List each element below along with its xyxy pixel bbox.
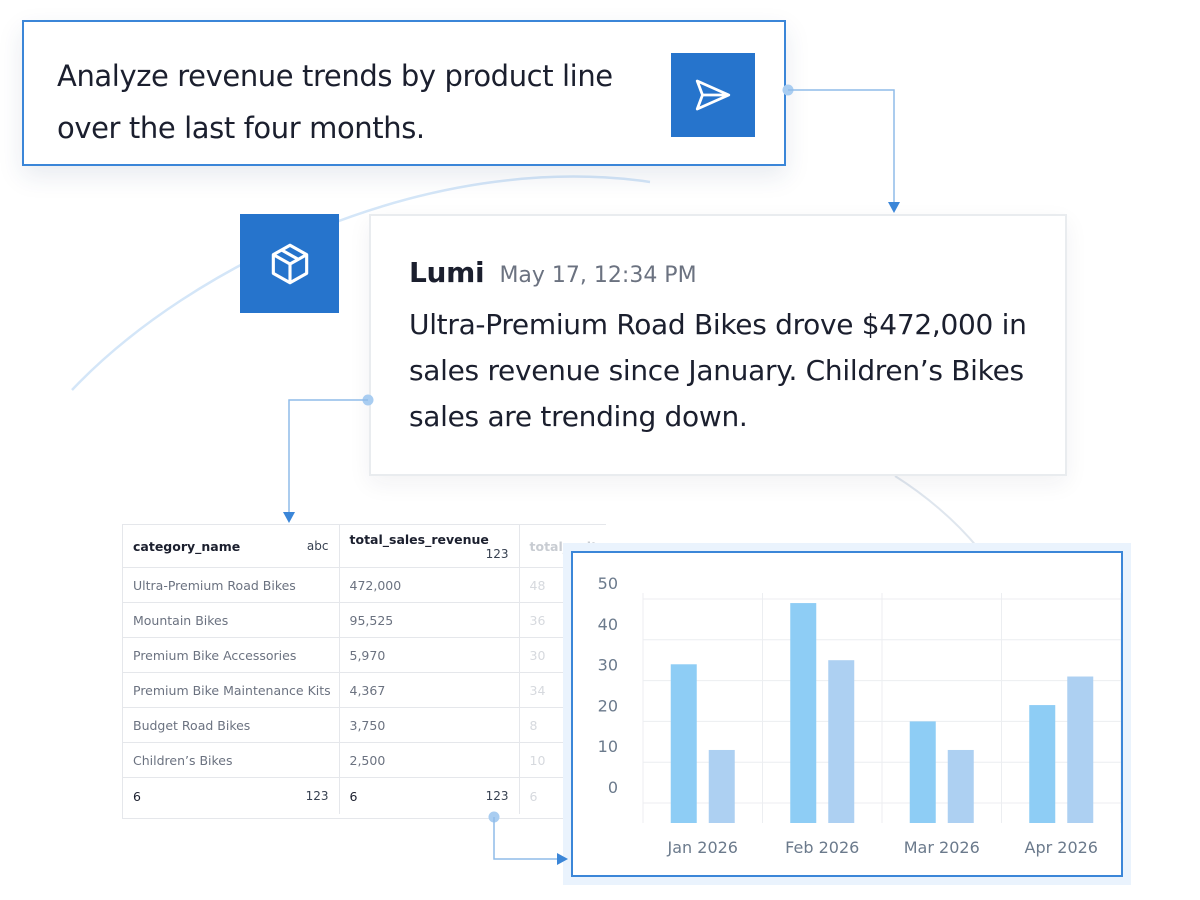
column-name: category_name xyxy=(133,538,241,554)
column-type: abc xyxy=(306,538,329,553)
bar xyxy=(909,721,936,823)
table-cell: Mountain Bikes xyxy=(123,602,340,638)
bar-chart-panel[interactable]: 0 10 20 30 40 50 Jan 2026 Feb 2026 Mar 2026 Apr 2… xyxy=(571,551,1123,877)
table-row[interactable]: Premium Bike Accessories 5,970 30 xyxy=(123,637,606,673)
table-cell: 2,500 xyxy=(339,742,520,778)
table-row[interactable]: Mountain Bikes 95,525 36 xyxy=(123,602,606,638)
table-cell: Budget Road Bikes xyxy=(123,707,340,743)
x-tick-label: Mar 2026 xyxy=(904,838,980,857)
send-icon xyxy=(695,79,731,111)
assistant-avatar xyxy=(240,214,339,313)
prompt-box[interactable]: Analyze revenue trends by product line o… xyxy=(22,20,786,166)
table-cell: 4,367 xyxy=(339,672,520,708)
y-tick-label: 40 xyxy=(598,615,618,634)
y-tick-label: 0 xyxy=(608,778,618,797)
table-cell: Ultra-Premium Road Bikes xyxy=(123,567,340,603)
table-cell: Premium Bike Accessories xyxy=(123,637,340,673)
table-cell: 472,000 xyxy=(339,567,520,603)
bar xyxy=(947,749,974,823)
bar xyxy=(828,660,855,823)
footer-count: 6 xyxy=(529,788,538,804)
bar xyxy=(708,749,735,823)
message-text: Ultra-Premium Road Bikes drove $472,000 … xyxy=(409,308,1027,433)
table-row[interactable]: Budget Road Bikes 3,750 8 xyxy=(123,707,606,743)
table-cell: 95,525 xyxy=(339,602,520,638)
table-cell: Premium Bike Maintenance Kits xyxy=(123,672,340,708)
y-tick-label: 50 xyxy=(598,574,618,593)
y-tick-label: 10 xyxy=(598,737,618,756)
x-tick-label: Feb 2026 xyxy=(785,838,859,857)
table-cell: 3,750 xyxy=(339,707,520,743)
results-table[interactable]: category_name abc total_sales_revenue 12… xyxy=(122,524,606,819)
footer-cell: 6 123 xyxy=(123,777,340,814)
message-timestamp: May 17, 12:34 PM xyxy=(499,263,697,288)
bar xyxy=(1029,705,1056,823)
send-button[interactable] xyxy=(671,53,755,137)
footer-cell: 6 123 xyxy=(339,777,520,814)
table-cell: Children’s Bikes xyxy=(123,742,340,778)
column-header-total-sales-revenue[interactable]: total_sales_revenue 123 xyxy=(339,525,520,568)
sender-name: Lumi xyxy=(409,256,485,289)
y-tick-label: 20 xyxy=(598,696,618,715)
x-tick-label: Apr 2026 xyxy=(1025,838,1098,857)
y-tick-label: 30 xyxy=(598,656,618,675)
chart-frame: 0 10 20 30 40 50 Jan 2026 Feb 2026 Mar 2026 Apr 2… xyxy=(563,543,1131,885)
assistant-message-card: Lumi May 17, 12:34 PM Ultra-Premium Road… xyxy=(369,214,1067,476)
table-row[interactable]: Premium Bike Maintenance Kits 4,367 34 xyxy=(123,672,606,708)
table-row[interactable]: Ultra-Premium Road Bikes 472,000 48 xyxy=(123,567,606,603)
bar-chart: 0 10 20 30 40 50 Jan 2026 Feb 2026 Mar 2026 Apr 2… xyxy=(598,574,1121,857)
table-header-row: category_name abc total_sales_revenue 12… xyxy=(123,525,606,568)
x-tick-label: Jan 2026 xyxy=(667,838,738,857)
table-row[interactable]: Children’s Bikes 2,500 10 xyxy=(123,742,606,778)
footer-count: 6 xyxy=(349,788,358,804)
footer-type: 123 xyxy=(305,788,329,803)
bar xyxy=(670,664,697,823)
prompt-text: Analyze revenue trends by product line o… xyxy=(57,59,613,145)
column-header-category-name[interactable]: category_name abc xyxy=(123,525,340,568)
bar xyxy=(790,603,817,823)
table-footer-row: 6 123 6 123 6 xyxy=(123,777,606,814)
footer-type: 123 xyxy=(485,788,509,803)
bar xyxy=(1067,676,1094,823)
column-name: total_sales_revenue xyxy=(349,531,489,547)
cube-icon xyxy=(271,243,308,284)
footer-count: 6 xyxy=(133,788,141,804)
column-type: 123 xyxy=(485,546,509,561)
message-header: Lumi May 17, 12:34 PM xyxy=(409,256,697,289)
table-cell: 5,970 xyxy=(339,637,520,673)
